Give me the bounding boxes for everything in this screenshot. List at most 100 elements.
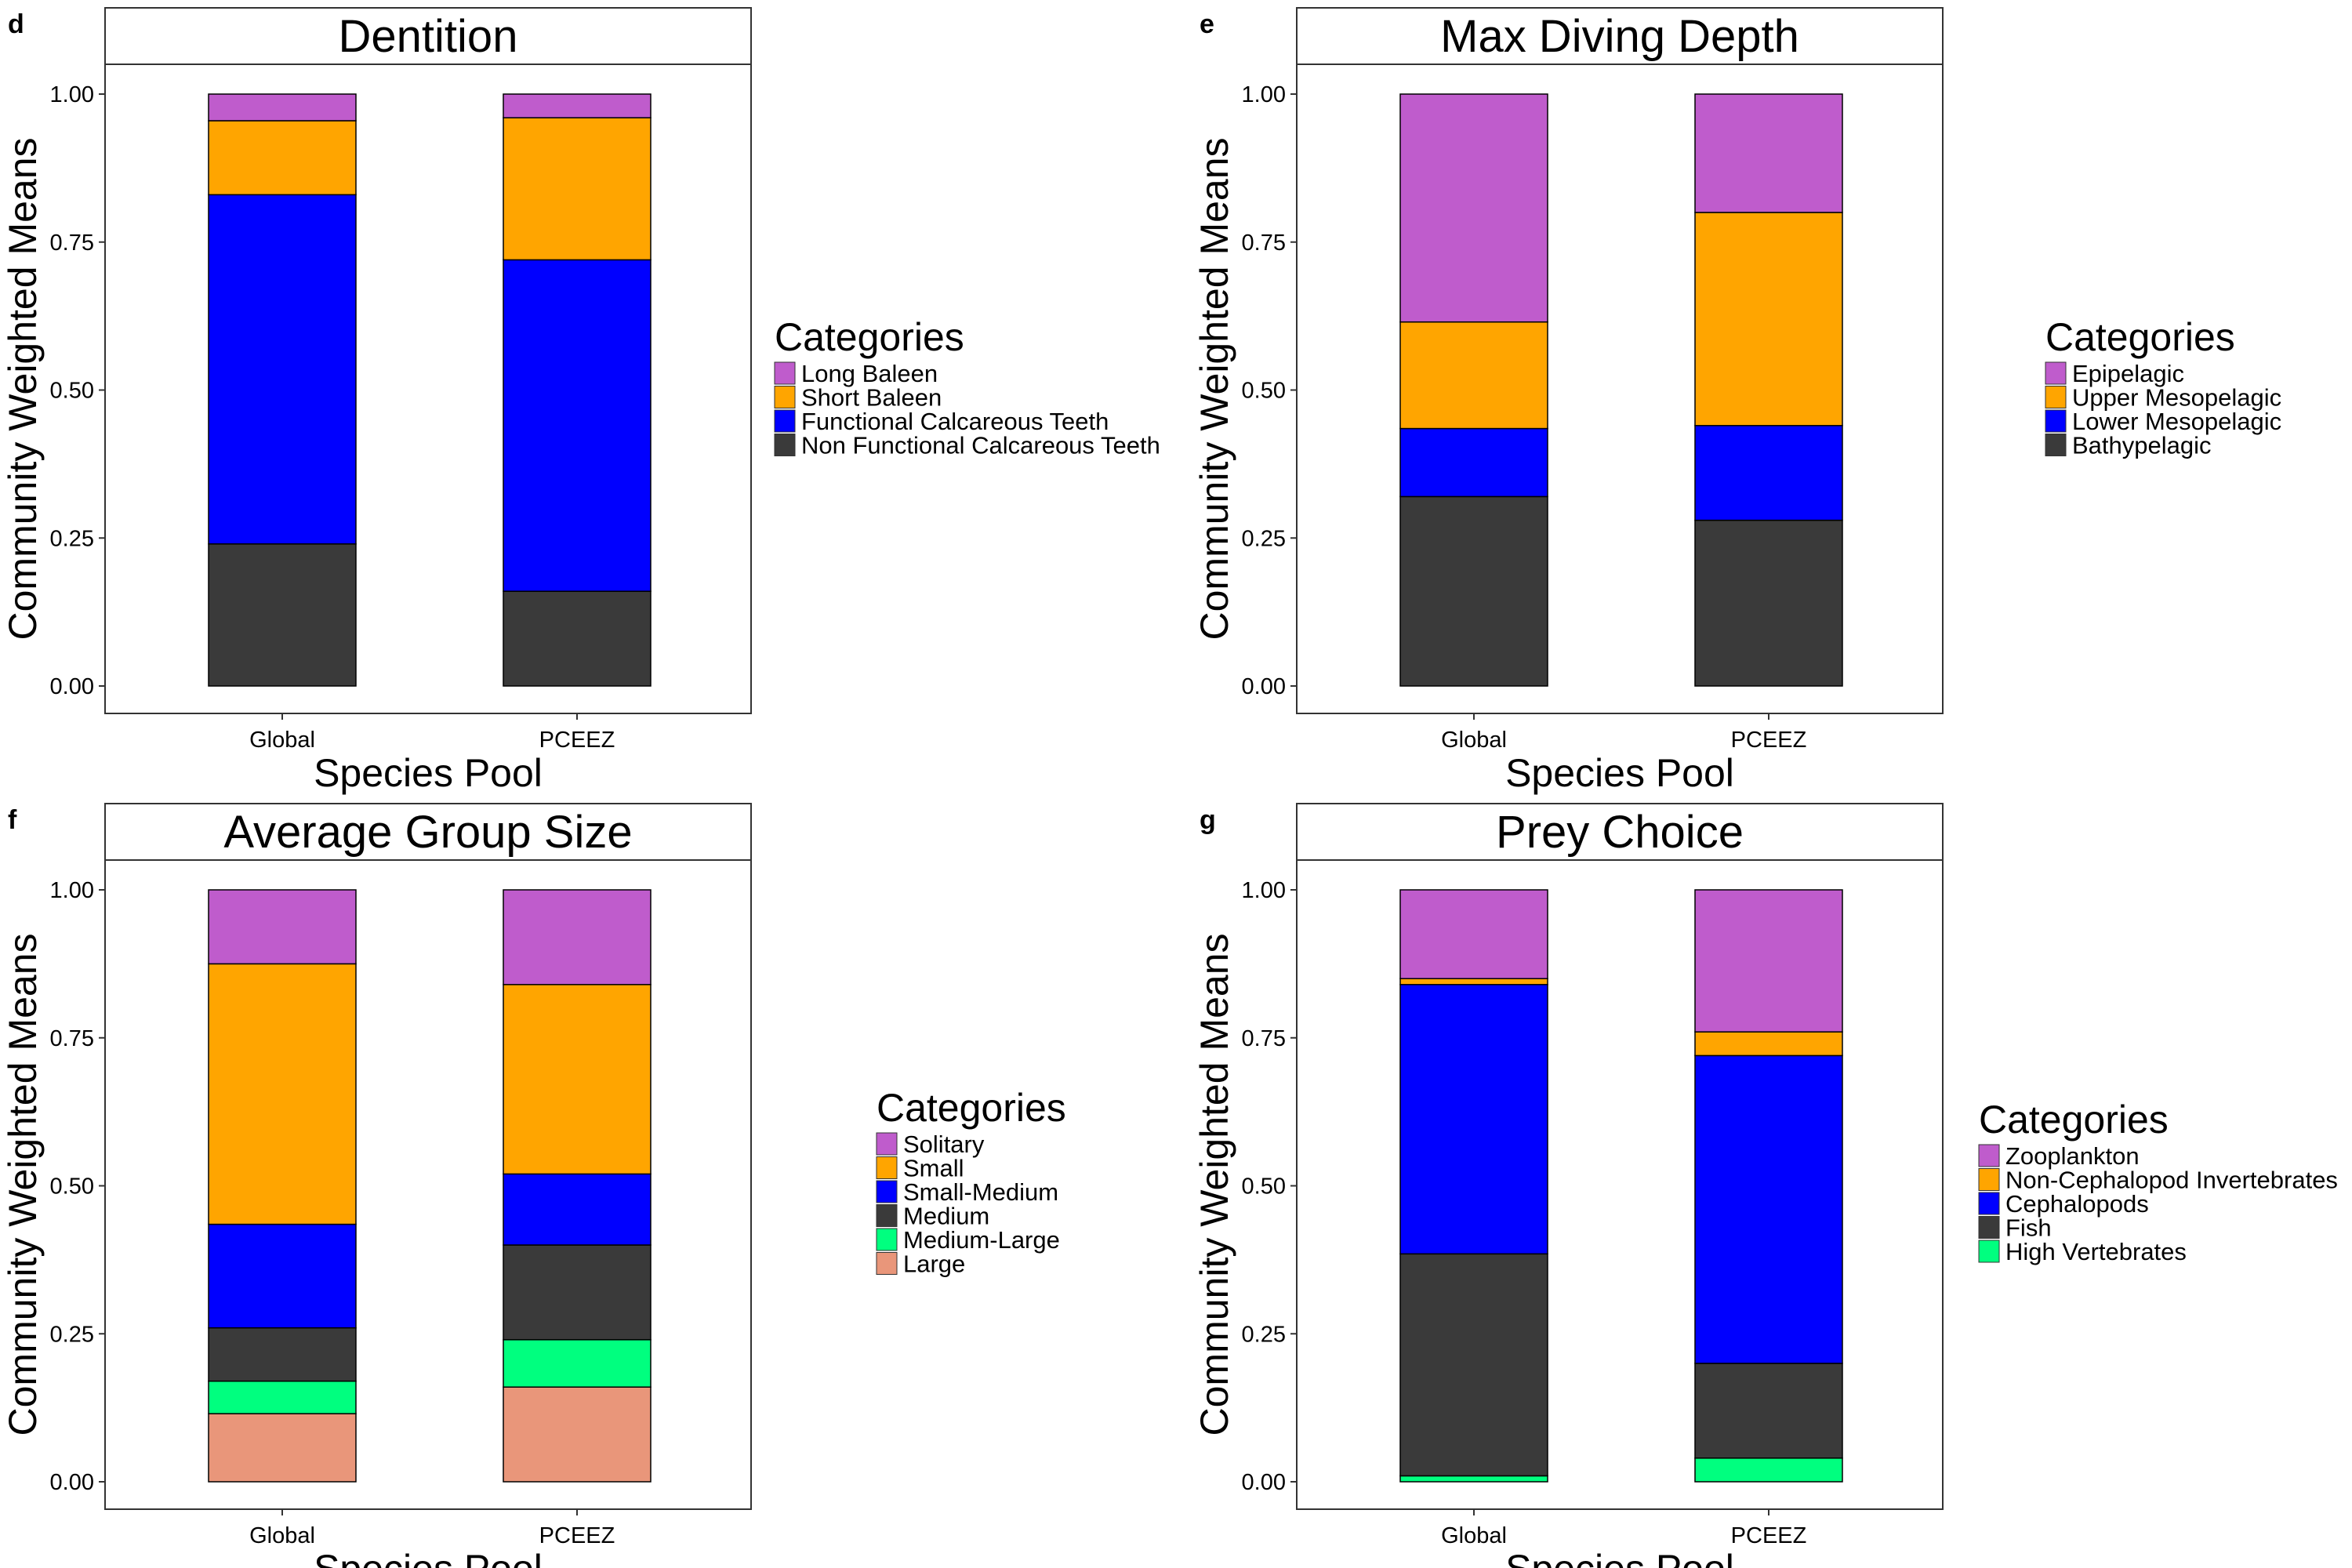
bar-segment (208, 93, 357, 122)
x-axis-title: Species Pool (314, 751, 543, 795)
plot-area (1296, 859, 1944, 1510)
bar-segment (1399, 1475, 1548, 1483)
legend-label: Non Functional Calcareous Teeth (801, 432, 1160, 459)
legend-label: Solitary (903, 1131, 985, 1158)
legend-label: Non-Cephalopod Invertebrates (2005, 1167, 2338, 1194)
bar-segment (503, 259, 652, 592)
panel-d: d Dentition 0.00 0.25 0.50 0.75 1.00 Community … (1, 7, 1160, 795)
x-tick-label: PCEEZ (539, 1523, 615, 1548)
y-tick-label: 0.25 (1242, 1322, 1286, 1347)
panel-letter: g (1200, 805, 1216, 835)
legend-label: Upper Mesopelagic (2072, 384, 2281, 412)
chart-title: Dentition (339, 11, 518, 62)
y-tick-label: 0.00 (50, 674, 94, 699)
legend-key (2045, 386, 2067, 408)
legend-label: Short Baleen (801, 384, 942, 412)
bar-segment (1399, 321, 1548, 430)
legend-label: Cephalopods (2005, 1190, 2149, 1218)
bar-segment (208, 1327, 357, 1382)
title-strip (104, 7, 752, 65)
bar-segment (208, 1223, 357, 1329)
x-axis-title: Species Pool (1505, 1547, 1734, 1568)
x-tick-label: Global (1441, 728, 1507, 753)
y-tick-label: 0.75 (50, 1026, 94, 1051)
bar-segment (1399, 984, 1548, 1255)
legend-label: Functional Calcareous Teeth (801, 408, 1109, 435)
bar-segment (1694, 889, 1843, 1033)
bar-segment (1399, 889, 1548, 979)
bar-segment (503, 1173, 652, 1246)
bar-segment (1694, 1054, 1843, 1364)
y-tick-label: 0.50 (1242, 379, 1286, 404)
legend-key (1978, 1144, 2000, 1167)
legend-title: Categories (2045, 315, 2235, 359)
bar-segment (1694, 1363, 1843, 1459)
y-tick-label: 0.50 (50, 1174, 94, 1200)
legend-label: Long Baleen (801, 360, 938, 387)
y-axis-title: Community Weighted Means (1192, 137, 1236, 640)
legend-key (774, 386, 796, 408)
panel-e: e Max Diving Depth 0.00 0.25 0.50 0.75 1.00 Com… (1192, 7, 2281, 795)
panel-g: g Prey Choice 0.00 0.25 0.50 0.75 1.00 Communit… (1192, 803, 2338, 1568)
y-axis-title: Community Weighted Means (1, 137, 45, 640)
bar-segment (1694, 519, 1843, 687)
y-tick-label: 0.00 (1242, 1470, 1286, 1495)
panel-letter: f (8, 805, 17, 835)
y-tick-label: 0.25 (50, 1322, 94, 1347)
legend-label: Fish (2005, 1214, 2052, 1242)
legend-label: Large (903, 1250, 965, 1278)
bar-segment (503, 889, 652, 985)
x-tick-label: Global (249, 1523, 315, 1548)
x-tick-label: Global (1441, 1523, 1507, 1548)
bar-segment (208, 963, 357, 1225)
legend-key (876, 1228, 898, 1251)
legend-key (876, 1132, 898, 1156)
legend-key (1978, 1216, 2000, 1239)
y-tick-label: 0.50 (1242, 1174, 1286, 1200)
bar-segment (503, 1244, 652, 1341)
bar-segment (1694, 425, 1843, 521)
y-tick-label: 0.75 (1242, 230, 1286, 256)
bar-segment (503, 1339, 652, 1388)
x-axis-title: Species Pool (314, 1547, 543, 1568)
legend-label: Epipelagic (2072, 360, 2184, 387)
bar-segment (208, 194, 357, 545)
y-tick-label: 0.75 (1242, 1026, 1286, 1051)
bar-segment (503, 93, 652, 118)
legend-label: Small-Medium (903, 1178, 1058, 1206)
legend-label: Small (903, 1155, 964, 1182)
y-axis-title: Community Weighted Means (1192, 933, 1236, 1436)
y-tick-label: 0.00 (50, 1470, 94, 1495)
bar-segment (1694, 212, 1843, 426)
y-tick-label: 0.75 (50, 230, 94, 256)
legend-key (876, 1252, 898, 1275)
panel-letter: d (8, 9, 24, 39)
legend-label: High Vertebrates (2005, 1238, 2187, 1265)
bar-segment (503, 590, 652, 687)
bar-segment (503, 984, 652, 1175)
legend-label: Medium (903, 1203, 989, 1230)
bar-segment (208, 543, 357, 687)
y-tick-label: 0.25 (1242, 526, 1286, 551)
plot-area (104, 859, 752, 1510)
legend-key (2045, 434, 2067, 456)
legend-key (876, 1180, 898, 1203)
legend-label: Medium-Large (903, 1226, 1060, 1254)
legend-key (876, 1156, 898, 1179)
bar-segment (1694, 1457, 1843, 1483)
bar-segment (1399, 495, 1548, 687)
x-tick-label: PCEEZ (539, 728, 615, 753)
y-axis-title: Community Weighted Means (1, 933, 45, 1436)
legend-key (1978, 1168, 2000, 1191)
legend-key (1978, 1240, 2000, 1263)
legend-key (2045, 409, 2067, 433)
bar-segment (1399, 978, 1548, 985)
x-tick-label: PCEEZ (1731, 728, 1807, 753)
y-tick-label: 0.25 (50, 526, 94, 551)
y-tick-label: 1.00 (50, 82, 94, 107)
bar-segment (1399, 427, 1548, 498)
legend-label: Bathypelagic (2072, 432, 2212, 459)
bar-segment (208, 1413, 357, 1483)
bar-segment (503, 117, 652, 261)
bar-segment (1399, 93, 1548, 323)
